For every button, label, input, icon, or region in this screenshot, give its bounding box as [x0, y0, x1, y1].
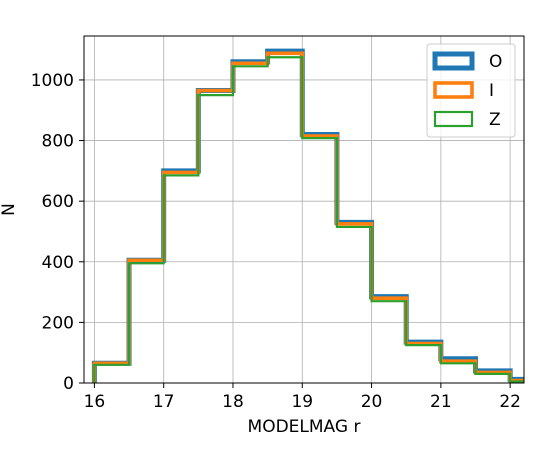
plot-frame	[83, 35, 525, 384]
x-tick-label: 22	[499, 392, 521, 412]
series-layer	[91, 48, 524, 383]
x-tick-label: 21	[430, 392, 452, 412]
y-tick-label: 600	[42, 192, 74, 212]
x-tick-label: 19	[291, 392, 313, 412]
y-axis-label: N	[0, 203, 19, 216]
legend-label-O: O	[489, 52, 502, 72]
series-Z-step-line	[93, 56, 524, 383]
y-tick-label: 200	[42, 313, 74, 333]
y-tick-label: 800	[42, 132, 74, 152]
y-tick-label: 0	[63, 374, 74, 394]
legend-items: OIZ	[432, 51, 502, 130]
x-axis-ticks: 16 17 18 19 20 21 22	[84, 383, 521, 412]
legend: OIZ	[426, 43, 516, 138]
y-axis-ticks: 0 200 400 600 800 1000	[31, 71, 84, 394]
legend-swatch-Z	[433, 110, 474, 128]
legend-label-Z: Z	[489, 110, 501, 130]
legend-swatch-I	[433, 81, 474, 99]
x-tick-label: 18	[222, 392, 244, 412]
y-tick-label: 1000	[31, 71, 74, 91]
x-axis-label: MODELMAG r	[248, 417, 361, 437]
x-tick-label: 16	[84, 392, 106, 412]
y-tick-label: 400	[42, 253, 74, 273]
legend-swatch-O	[432, 51, 475, 71]
x-tick-label: 20	[361, 392, 383, 412]
x-tick-label: 17	[153, 392, 175, 412]
legend-label-I: I	[489, 81, 494, 101]
